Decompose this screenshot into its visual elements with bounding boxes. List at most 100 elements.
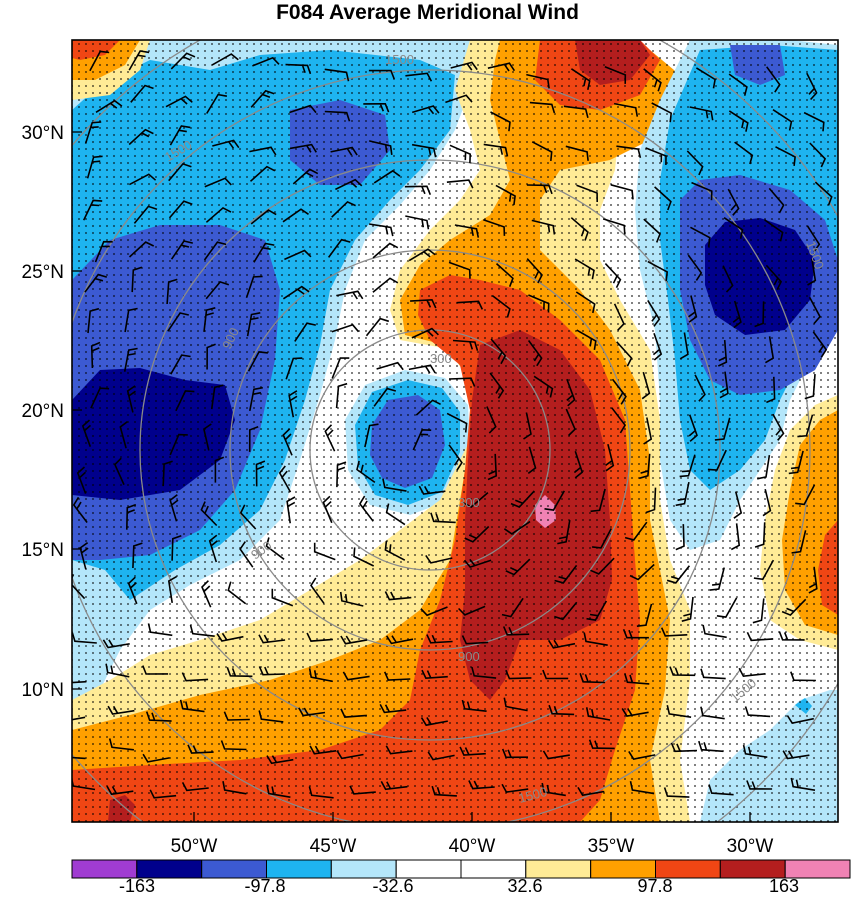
wind-barb xyxy=(336,290,364,300)
colorbar-label: 97.8 xyxy=(637,876,672,896)
wind-barb xyxy=(542,669,569,680)
wind-barb xyxy=(405,215,430,230)
wind-barb xyxy=(775,146,796,166)
wind-barb xyxy=(384,591,412,601)
wind-barb xyxy=(292,168,319,185)
wind-barb xyxy=(547,639,576,649)
wind-barb xyxy=(542,750,570,760)
wind-barb xyxy=(570,217,589,241)
wind-barb xyxy=(324,110,351,122)
wind-barb xyxy=(458,605,486,616)
wind-barb xyxy=(372,277,399,293)
wind-barb xyxy=(586,600,608,621)
wind-barb xyxy=(90,341,101,369)
wind-barb xyxy=(754,522,766,548)
wind-barb xyxy=(102,639,130,649)
wind-barb xyxy=(588,739,615,750)
wind-barb xyxy=(616,341,633,367)
wind-barb xyxy=(380,781,408,791)
wind-barb xyxy=(282,285,310,300)
wind-barb xyxy=(719,371,729,399)
wind-barb xyxy=(211,53,239,66)
wind-barb xyxy=(804,374,816,400)
wind-barb xyxy=(527,446,537,475)
wind-barb xyxy=(795,484,816,506)
wind-barb xyxy=(611,378,627,405)
wind-barb xyxy=(119,420,128,449)
wind-barb xyxy=(643,417,653,445)
wind-barb xyxy=(205,206,232,223)
wind-barb xyxy=(807,258,817,286)
wind-barb xyxy=(604,65,627,84)
wind-barb xyxy=(666,565,691,584)
wind-barb xyxy=(688,295,698,323)
wind-barb xyxy=(766,376,776,404)
wind-barb xyxy=(808,296,821,325)
wind-barb xyxy=(528,294,550,313)
wind-barb xyxy=(124,307,138,333)
wind-barb xyxy=(147,623,173,637)
wind-barb xyxy=(544,490,565,511)
wind-barb xyxy=(605,444,615,472)
wind-barb xyxy=(285,357,303,380)
wind-barb xyxy=(373,169,401,184)
wind-barb xyxy=(675,524,685,551)
colorbar-label: -32.6 xyxy=(372,876,413,896)
wind-barb xyxy=(425,554,453,564)
wind-barb xyxy=(808,566,818,594)
wind-barb xyxy=(384,540,406,561)
wind-barb xyxy=(226,667,253,678)
wind-barb xyxy=(205,280,230,300)
wind-barb xyxy=(410,298,437,309)
wind-barb xyxy=(220,740,247,751)
wind-barb xyxy=(757,454,771,480)
wind-barb xyxy=(688,414,698,442)
wind-barb xyxy=(113,457,125,486)
wind-barb xyxy=(324,424,336,452)
wind-barb xyxy=(604,263,622,289)
wind-barb xyxy=(203,241,227,261)
wind-barb xyxy=(356,460,376,484)
wind-barb xyxy=(170,52,196,70)
wind-barb xyxy=(533,375,554,398)
wind-barb xyxy=(364,423,379,448)
wind-barb xyxy=(647,299,661,327)
wind-barb xyxy=(86,155,103,179)
wind-barb xyxy=(310,577,325,604)
wind-barb xyxy=(203,307,216,332)
wind-barb xyxy=(730,523,741,551)
wind-barb xyxy=(353,547,375,567)
wind-barb xyxy=(687,254,703,281)
wind-barb xyxy=(624,673,650,685)
wind-barb xyxy=(179,699,205,713)
wind-barb xyxy=(651,102,673,123)
lon-axis: 50°W 45°W 40°W 35°W 30°W xyxy=(171,812,773,857)
wind-barb xyxy=(324,68,350,82)
contour-label: 1500 xyxy=(385,52,414,67)
wind-barb xyxy=(126,385,136,413)
wind-barb xyxy=(462,491,489,508)
wind-barb xyxy=(216,632,244,642)
wind-barb xyxy=(250,89,275,108)
wind-barb xyxy=(258,666,286,676)
wind-barb xyxy=(728,110,749,132)
wind-barb xyxy=(622,629,649,639)
wind-barb xyxy=(448,444,463,471)
wind-barb xyxy=(170,240,193,260)
wind-barb xyxy=(335,178,363,191)
wind-barb xyxy=(322,495,333,524)
wind-barb xyxy=(765,264,783,291)
wind-barb xyxy=(128,128,154,146)
wind-barb xyxy=(461,635,489,645)
significance-stippling xyxy=(72,40,838,822)
wind-barb xyxy=(639,453,651,480)
wind-barb xyxy=(385,745,413,755)
wind-barb xyxy=(698,740,724,753)
wind-barb xyxy=(408,364,436,374)
wind-barb xyxy=(252,56,280,67)
wind-barb xyxy=(490,338,507,365)
wind-barb xyxy=(168,162,192,182)
wind-barb xyxy=(483,218,506,236)
wind-barb xyxy=(309,745,337,755)
